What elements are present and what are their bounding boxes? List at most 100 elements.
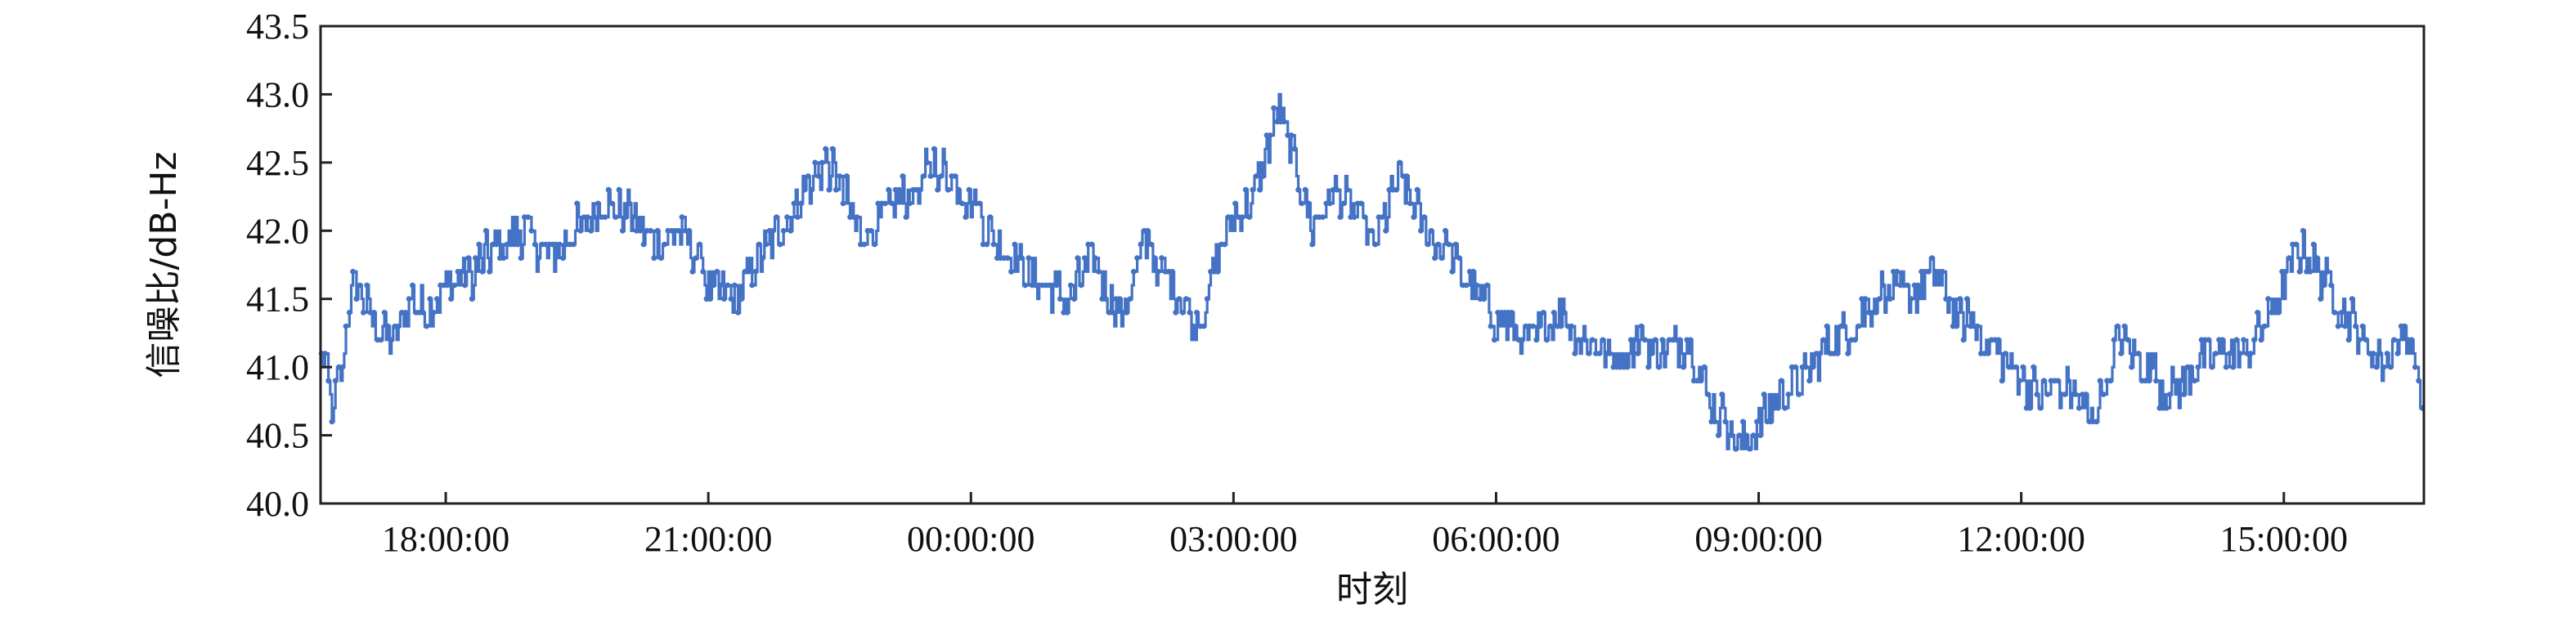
data-point: [339, 364, 346, 370]
data-point: [1421, 214, 1428, 220]
x-tick-label: 00:00:00: [907, 519, 1034, 559]
data-point: [1779, 378, 1784, 384]
data-point: [2345, 337, 2352, 343]
data-point: [458, 268, 464, 275]
data-point: [1705, 392, 1711, 397]
data-point: [738, 296, 745, 302]
data-point: [2356, 337, 2363, 343]
data-point: [2107, 378, 2114, 384]
data-point: [1078, 282, 1084, 289]
data-point: [462, 282, 468, 289]
data-point: [322, 351, 328, 356]
data-point: [917, 186, 923, 193]
data-point: [1530, 323, 1536, 329]
data-point: [1358, 200, 1364, 207]
data-point: [430, 310, 437, 315]
data-point: [2017, 378, 2022, 384]
x-tick-label: 21:00:00: [644, 519, 772, 559]
data-point: [1403, 173, 1410, 179]
data-point: [2037, 405, 2044, 411]
data-point: [329, 418, 335, 425]
data-point: [2163, 405, 2170, 411]
data-point: [1512, 323, 1519, 329]
data-point: [2181, 392, 2188, 397]
data-point: [990, 241, 997, 248]
data-point: [1134, 255, 1140, 262]
y-tick-label: 43.0: [246, 74, 309, 114]
data-point: [1488, 323, 1494, 329]
data-point: [1551, 310, 1557, 315]
data-point: [868, 227, 874, 234]
data-point: [1340, 200, 1347, 207]
data-point: [1547, 323, 1554, 329]
data-point: [1012, 241, 1018, 248]
data-point: [588, 227, 595, 234]
data-point: [395, 323, 402, 329]
data-point: [2206, 337, 2212, 343]
data-point: [714, 268, 720, 275]
data-point: [2111, 337, 2117, 343]
data-point: [959, 200, 965, 207]
data-point: [700, 268, 707, 275]
data-point: [370, 310, 377, 315]
data-point: [1418, 227, 1424, 234]
data-point: [1456, 255, 1462, 262]
data-point: [444, 282, 451, 289]
data-point: [1558, 323, 1564, 329]
data-point: [2310, 241, 2317, 248]
data-point: [640, 241, 647, 248]
data-point: [854, 214, 860, 220]
data-point: [585, 214, 590, 220]
data-point: [1067, 282, 1074, 289]
data-point: [1372, 241, 1379, 248]
data-point: [1887, 296, 1893, 302]
y-tick-label: 40.0: [246, 484, 309, 524]
data-point: [1446, 241, 1452, 248]
data-point: [2241, 337, 2246, 343]
data-point: [1586, 351, 1592, 356]
data-point: [1957, 296, 1963, 302]
data-point: [560, 255, 566, 262]
data-point: [1452, 241, 1459, 248]
data-point: [476, 241, 482, 248]
data-point: [2167, 392, 2174, 397]
data-point: [1474, 282, 1480, 289]
data-point: [966, 186, 972, 193]
data-point: [931, 145, 937, 152]
data-point: [1228, 214, 1235, 220]
data-point: [451, 282, 458, 289]
data-point: [448, 296, 454, 302]
data-point: [872, 241, 877, 248]
data-point: [1701, 364, 1708, 370]
data-point: [1624, 364, 1631, 370]
data-point: [1246, 214, 1252, 220]
data-point: [1242, 186, 1249, 193]
data-point: [609, 200, 615, 207]
data-point: [756, 241, 762, 248]
data-point: [361, 310, 366, 315]
data-point: [1299, 200, 1305, 207]
data-point: [1663, 351, 1669, 356]
data-point: [1334, 186, 1340, 193]
data-point: [1782, 405, 1788, 411]
data-point: [2020, 364, 2026, 370]
data-point: [514, 241, 521, 248]
data-point: [1253, 173, 1259, 179]
x-tick-label: 18:00:00: [382, 519, 509, 559]
data-point: [903, 214, 909, 220]
data-point: [1834, 351, 1841, 356]
data-point: [1148, 241, 1155, 248]
data-point: [1659, 337, 1666, 343]
data-point: [1127, 296, 1133, 302]
data-point: [1159, 255, 1165, 262]
data-point: [2282, 268, 2289, 275]
data-point: [1806, 378, 1813, 384]
data-point: [2402, 323, 2408, 329]
data-point: [1187, 310, 1193, 315]
data-point: [2094, 418, 2100, 425]
data-point: [2212, 351, 2219, 356]
data-point: [2129, 364, 2134, 370]
data-point: [1463, 282, 1470, 289]
data-point: [410, 282, 415, 289]
data-point: [1540, 310, 1546, 315]
